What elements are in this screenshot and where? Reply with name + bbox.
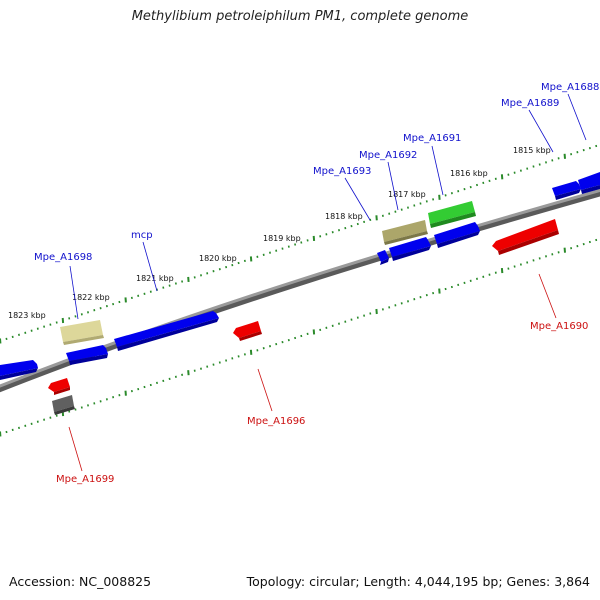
gene-mpe-a1692[interactable] bbox=[389, 237, 431, 261]
gene-mpe-a1688[interactable] bbox=[578, 172, 600, 194]
label-mpe-a1690[interactable]: Mpe_A1690 bbox=[530, 321, 588, 332]
gene-mcp[interactable] bbox=[114, 311, 219, 351]
gene-mpe-a1691[interactable] bbox=[428, 201, 476, 228]
label-mpe-a1691[interactable]: Mpe_A1691 bbox=[403, 133, 461, 144]
label-leaders bbox=[68, 93, 587, 472]
gene-mpe-a1690[interactable] bbox=[492, 219, 559, 255]
gene-forward-left-edge[interactable] bbox=[0, 360, 38, 380]
gene-forward-2[interactable] bbox=[434, 222, 480, 248]
genome-title: Methylibium petroleiphilum PM1, complete… bbox=[131, 9, 469, 24]
scale-label-1815: 1815 kbp bbox=[513, 146, 551, 155]
gene-mpe-a1693[interactable] bbox=[382, 220, 428, 245]
gene-forward-1[interactable] bbox=[66, 345, 108, 365]
genome-summary: Topology: circular; Length: 4,044,195 bp… bbox=[246, 574, 590, 589]
label-mcp[interactable]: mcp bbox=[131, 230, 153, 241]
gene-labels: Mpe_A1698 mcp Mpe_A1693 Mpe_A1692 Mpe_A1… bbox=[34, 82, 599, 485]
bottom-scale-ticks bbox=[0, 238, 598, 437]
gene-small-forward[interactable] bbox=[377, 250, 389, 265]
label-mpe-a1688[interactable]: Mpe_A1688 bbox=[541, 82, 599, 93]
label-mpe-a1698[interactable]: Mpe_A1698 bbox=[34, 252, 92, 263]
scale-label-1818: 1818 kbp bbox=[325, 212, 363, 221]
reverse-strand-genes bbox=[48, 219, 559, 415]
gene-mpe-a1698[interactable] bbox=[60, 320, 104, 345]
scale-label-1822: 1822 kbp bbox=[72, 293, 110, 302]
top-scale-ticks bbox=[0, 144, 598, 344]
label-mpe-a1693[interactable]: Mpe_A1693 bbox=[313, 166, 371, 177]
label-mpe-a1689[interactable]: Mpe_A1689 bbox=[501, 98, 559, 109]
gene-mpe-a1699[interactable] bbox=[52, 395, 75, 415]
gene-mpe-a1689[interactable] bbox=[552, 181, 581, 200]
scale-label-1817: 1817 kbp bbox=[388, 190, 426, 199]
gene-reverse-small[interactable] bbox=[48, 378, 70, 395]
scale-label-1821: 1821 kbp bbox=[136, 274, 174, 283]
scale-label-1816: 1816 kbp bbox=[450, 169, 488, 178]
scale-label-1823: 1823 kbp bbox=[8, 311, 46, 320]
label-mpe-a1696[interactable]: Mpe_A1696 bbox=[247, 416, 305, 427]
forward-strand-genes bbox=[0, 172, 600, 380]
scale-label-1820: 1820 kbp bbox=[199, 254, 237, 263]
label-mpe-a1699[interactable]: Mpe_A1699 bbox=[56, 474, 114, 485]
scale-label-1819: 1819 kbp bbox=[263, 234, 301, 243]
scale-labels: 1823 kbp 1822 kbp 1821 kbp 1820 kbp 1819… bbox=[8, 146, 551, 320]
accession-text: Accession: NC_008825 bbox=[9, 574, 152, 589]
gene-mpe-a1696[interactable] bbox=[233, 321, 262, 341]
label-mpe-a1692[interactable]: Mpe_A1692 bbox=[359, 150, 417, 161]
